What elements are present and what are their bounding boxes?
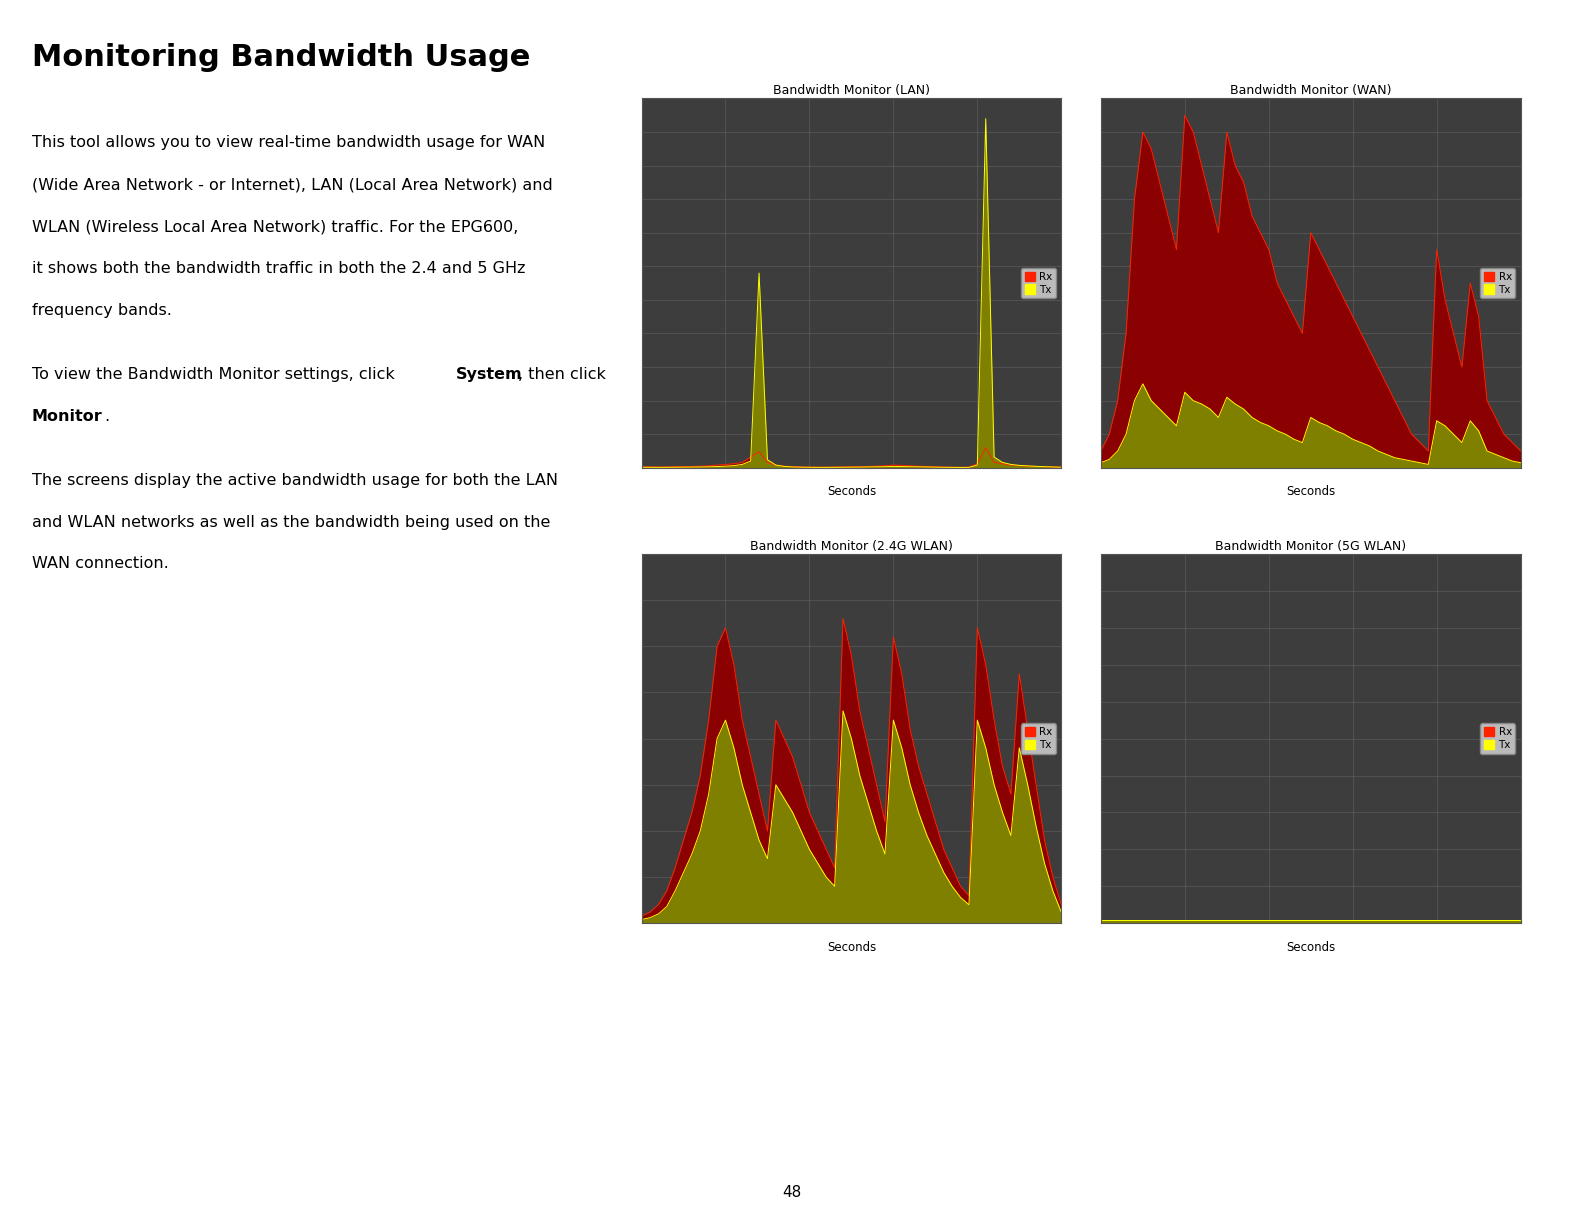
Text: WLAN (Wireless Local Area Network) traffic. For the EPG600,: WLAN (Wireless Local Area Network) traff… [32, 219, 518, 234]
Legend: Rx, Tx: Rx, Tx [1481, 268, 1516, 298]
Text: System: System [456, 367, 523, 382]
Text: it shows both the bandwidth traffic in both the 2.4 and 5 GHz: it shows both the bandwidth traffic in b… [32, 261, 526, 276]
Text: (Wide Area Network - or Internet), LAN (Local Area Network) and: (Wide Area Network - or Internet), LAN (… [32, 177, 553, 192]
Title: Bandwidth Monitor (2.4G WLAN): Bandwidth Monitor (2.4G WLAN) [749, 539, 954, 553]
Text: To view the Bandwidth Monitor settings, click: To view the Bandwidth Monitor settings, … [32, 367, 399, 382]
Text: , then click: , then click [518, 367, 605, 382]
X-axis label: Seconds: Seconds [827, 485, 876, 499]
Legend: Rx, Tx: Rx, Tx [1481, 724, 1516, 753]
X-axis label: Seconds: Seconds [827, 940, 876, 954]
Text: Monitoring Bandwidth Usage: Monitoring Bandwidth Usage [32, 43, 531, 73]
Title: Bandwidth Monitor (LAN): Bandwidth Monitor (LAN) [773, 84, 930, 97]
X-axis label: Seconds: Seconds [1286, 940, 1335, 954]
Text: This tool allows you to view real-time bandwidth usage for WAN: This tool allows you to view real-time b… [32, 135, 545, 150]
Text: The screens display the active bandwidth usage for both the LAN: The screens display the active bandwidth… [32, 473, 558, 487]
X-axis label: Seconds: Seconds [1286, 485, 1335, 499]
Text: 48: 48 [782, 1185, 802, 1200]
Legend: Rx, Tx: Rx, Tx [1022, 268, 1057, 298]
Title: Bandwidth Monitor (5G WLAN): Bandwidth Monitor (5G WLAN) [1215, 539, 1407, 553]
Text: .: . [105, 409, 109, 423]
Text: frequency bands.: frequency bands. [32, 303, 171, 318]
Legend: Rx, Tx: Rx, Tx [1022, 724, 1057, 753]
Title: Bandwidth Monitor (WAN): Bandwidth Monitor (WAN) [1231, 84, 1391, 97]
Text: Monitor: Monitor [32, 409, 103, 423]
Text: WAN connection.: WAN connection. [32, 556, 168, 571]
Text: and WLAN networks as well as the bandwidth being used on the: and WLAN networks as well as the bandwid… [32, 515, 550, 529]
